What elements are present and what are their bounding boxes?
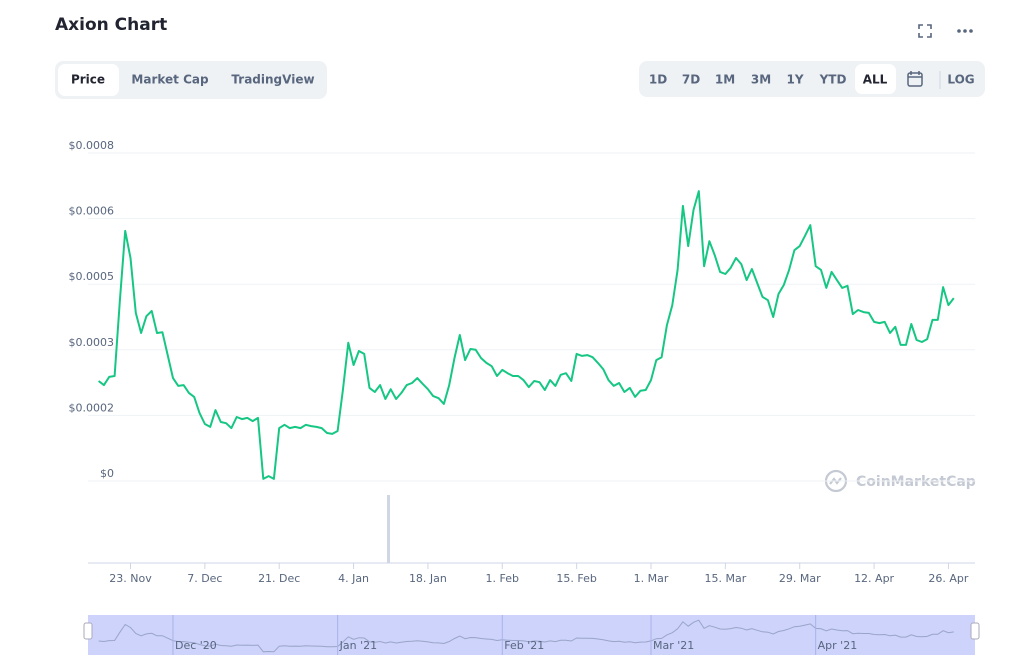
tab-bar [55, 61, 327, 99]
x-tick-label: 26. Apr [928, 572, 968, 585]
x-tick-label: 7. Dec [187, 572, 222, 585]
x-tick-label: 23. Nov [109, 572, 152, 585]
tab[interactable]: TradingView [231, 73, 314, 87]
navigator-handle[interactable] [970, 622, 980, 640]
range-bar [639, 61, 985, 97]
navigator-label: Feb '21 [504, 639, 544, 652]
navigator-label: Mar '21 [653, 639, 694, 652]
navigator[interactable] [88, 615, 975, 655]
navigator-line [98, 619, 954, 653]
x-tick-label: 12. Apr [854, 572, 894, 585]
tab[interactable]: Market Cap [131, 73, 209, 87]
y-tick-label: $0.0008 [69, 139, 115, 152]
watermark: CoinMarketCap [856, 474, 976, 490]
navigator-label: Jan '21 [339, 639, 377, 652]
y-tick-label: $0.0002 [69, 401, 115, 414]
navigator-handle[interactable] [83, 622, 93, 640]
range-button[interactable]: 1M [715, 73, 735, 87]
fullscreen-icon[interactable] [918, 24, 932, 38]
range-button[interactable]: 1Y [786, 73, 803, 87]
y-tick-label: $0.0006 [69, 205, 115, 218]
y-tick-label: $0.0003 [69, 336, 115, 349]
x-tick-label: 1. Mar [634, 572, 669, 585]
range-button[interactable]: 7D [682, 73, 700, 87]
x-tick-label: 29. Mar [779, 572, 821, 585]
active-tab [58, 64, 119, 96]
x-tick-label: 4. Jan [338, 572, 369, 585]
x-tick-label: 18. Jan [409, 572, 447, 585]
x-tick-label: 15. Feb [556, 572, 596, 585]
log-button[interactable]: LOG [947, 73, 974, 87]
calendar-icon[interactable] [907, 71, 923, 87]
range-button[interactable]: 1D [649, 73, 667, 87]
range-button[interactable]: YTD [819, 73, 847, 87]
y-tick-label: $0.0005 [69, 270, 115, 283]
more-icon[interactable] [957, 29, 973, 33]
navigator-label: Apr '21 [818, 639, 858, 652]
x-tick-label: 21. Dec [258, 572, 300, 585]
navigator-label: Dec '20 [175, 639, 217, 652]
tab[interactable]: Price [71, 73, 105, 87]
page-title: Axion Chart [55, 15, 167, 35]
range-button[interactable]: ALL [863, 73, 888, 87]
x-tick-label: 1. Feb [486, 572, 519, 585]
active-range [855, 64, 896, 94]
range-button[interactable]: 3M [751, 73, 771, 87]
x-tick-label: 15. Mar [704, 572, 746, 585]
volume-bar [387, 495, 390, 563]
price-line [97, 190, 955, 480]
y-tick-label: $0 [100, 467, 114, 480]
